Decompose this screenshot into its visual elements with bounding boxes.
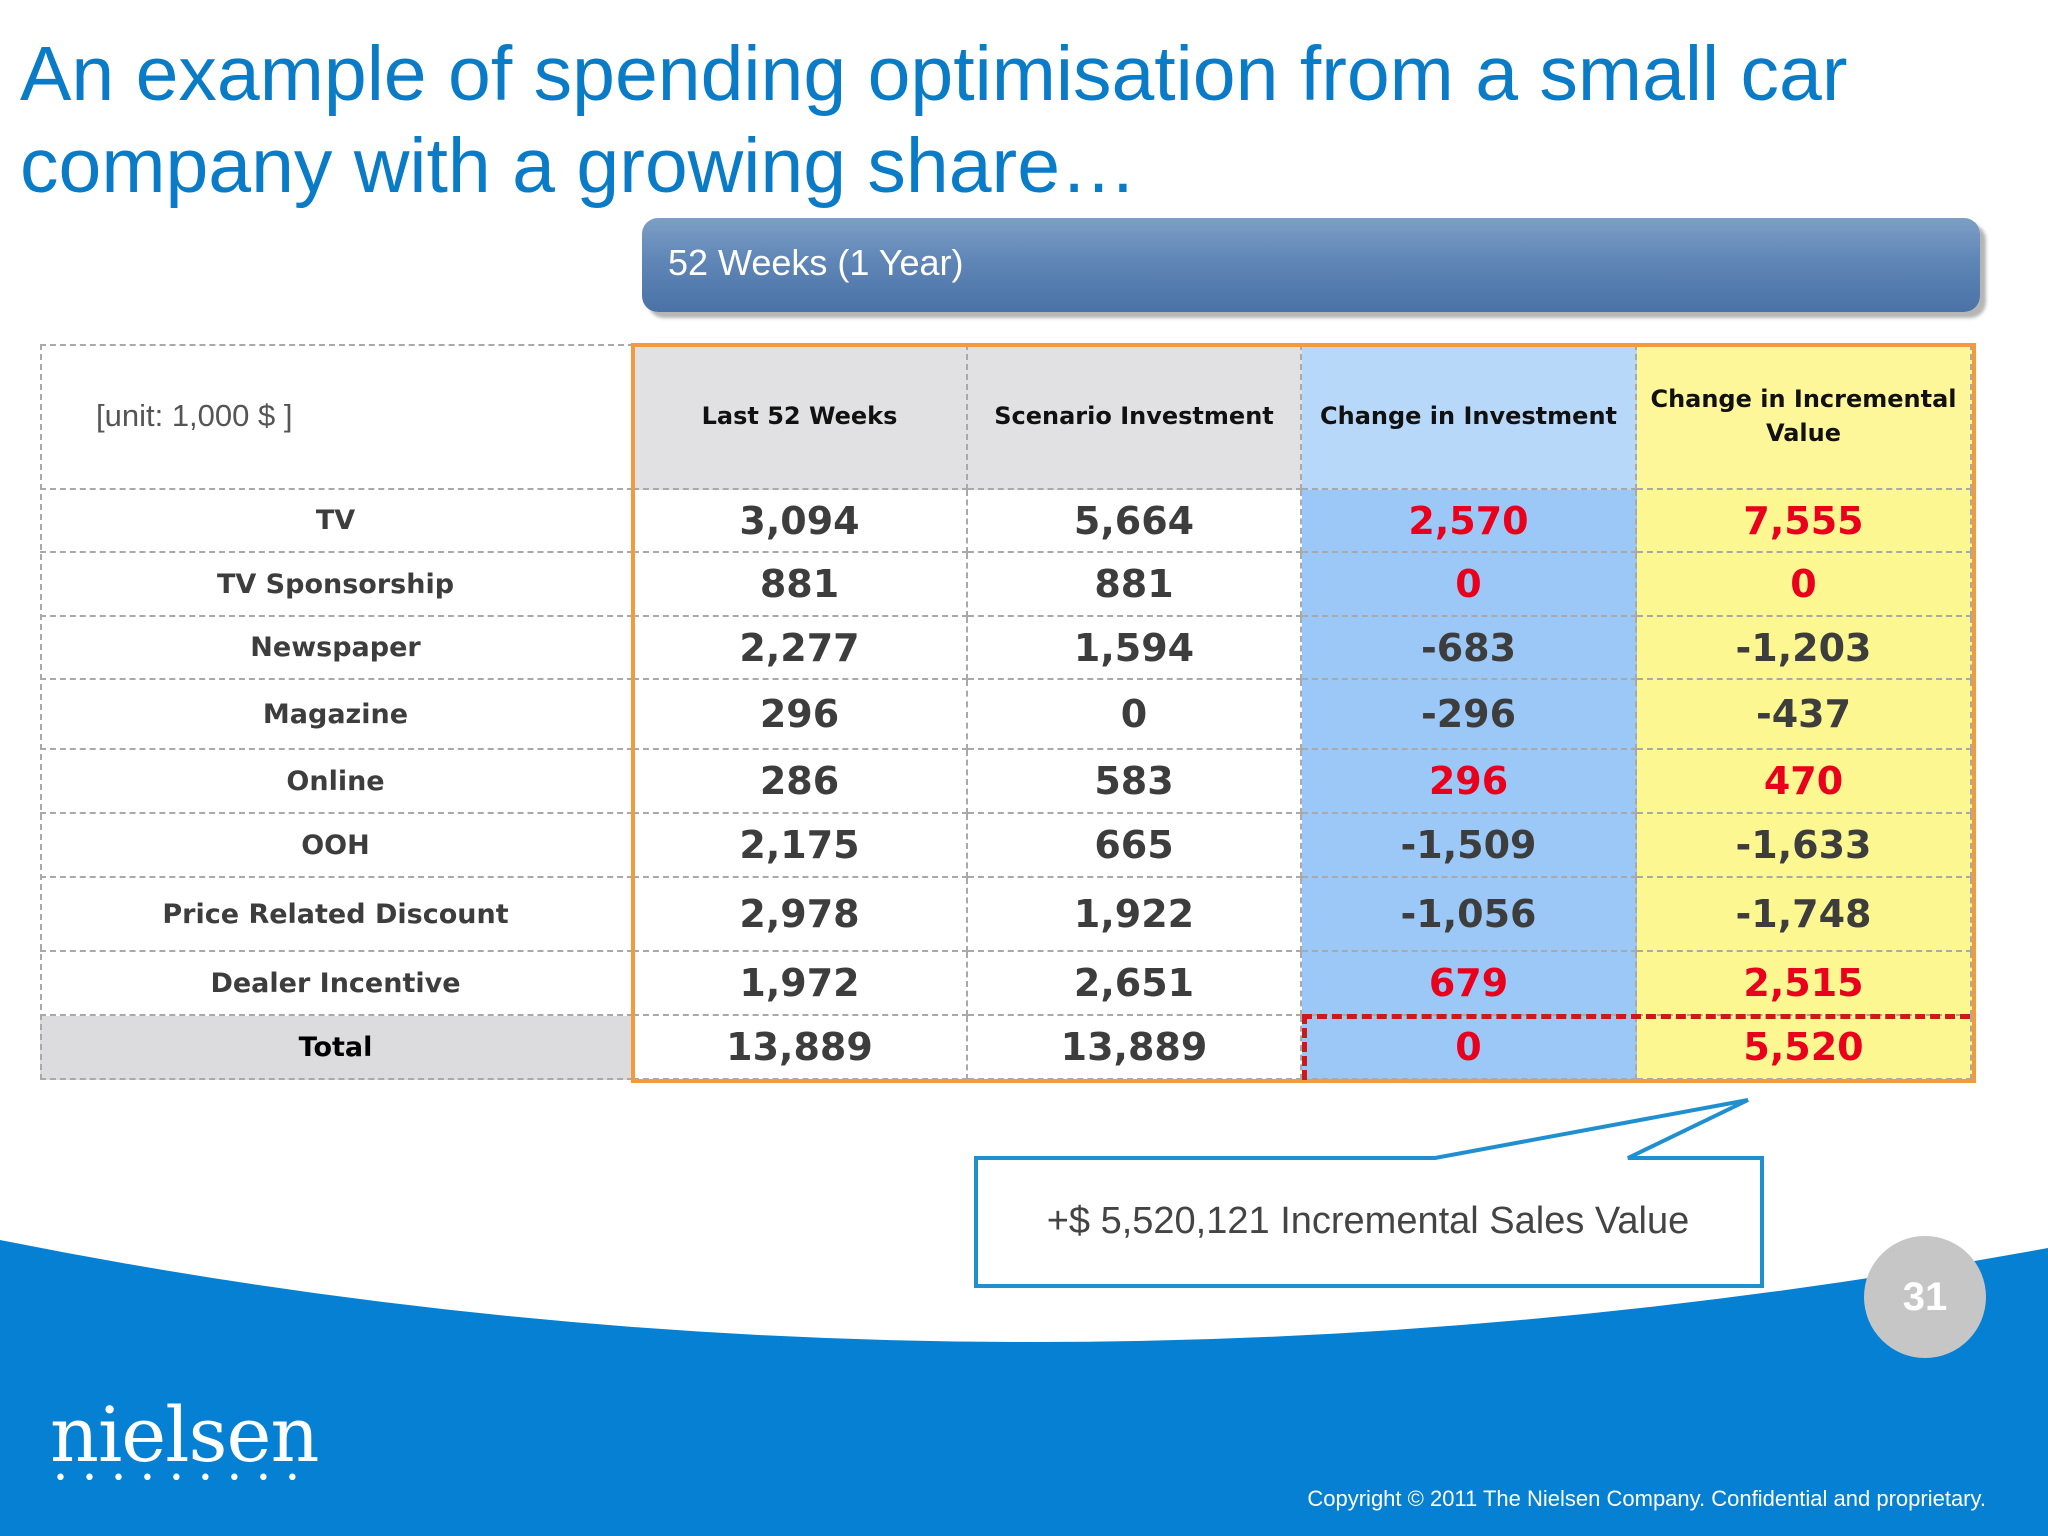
- table-cell: -1,748: [1637, 878, 1972, 952]
- column-header: Last 52 Weeks: [633, 344, 968, 490]
- column-header: Change in Investment: [1302, 344, 1637, 490]
- table-cell: 3,094: [633, 490, 968, 553]
- nielsen-logo: nielsen: [50, 1390, 319, 1479]
- table-cell: 2,570: [1302, 490, 1637, 553]
- table-cell: 296: [633, 680, 968, 750]
- table-cell: 2,515: [1637, 952, 1972, 1016]
- table-cell: -1,056: [1302, 878, 1637, 952]
- table-cell: 296: [1302, 750, 1637, 814]
- table-cell: 0: [1637, 553, 1972, 617]
- table-cell: -1,203: [1637, 617, 1972, 680]
- row-label: Newspaper: [40, 617, 633, 680]
- table-cell: 665: [968, 814, 1302, 878]
- total-value-cell: 5,520: [1637, 1016, 1972, 1080]
- table-cell: 1,972: [633, 952, 968, 1016]
- table-cell: -1,509: [1302, 814, 1637, 878]
- total-label: Total: [40, 1016, 633, 1080]
- unit-label: [unit: 1,000 $ ]: [96, 398, 293, 433]
- table-cell: -296: [1302, 680, 1637, 750]
- row-label: TV Sponsorship: [40, 553, 633, 617]
- footer-wave: [0, 1240, 2048, 1536]
- table-cell: 2,651: [968, 952, 1302, 1016]
- callout-bubble: [974, 1098, 1764, 1288]
- table-cell: 5,664: [968, 490, 1302, 553]
- table-cell: -437: [1637, 680, 1972, 750]
- table-cell: 679: [1302, 952, 1637, 1016]
- period-label: 52 Weeks (1 Year): [668, 242, 964, 283]
- slide-title: An example of spending optimisation from…: [20, 31, 1848, 209]
- column-header: Change in Incremental Value: [1637, 344, 1972, 490]
- total-value-cell: 0: [1302, 1016, 1637, 1080]
- table-cell: 286: [633, 750, 968, 814]
- copyright-text: Copyright © 2011 The Nielsen Company. Co…: [1307, 1486, 1986, 1511]
- table-cell: 2,978: [633, 878, 968, 952]
- incremental-sales-callout: +$ 5,520,121 Incremental Sales Value: [1046, 1200, 1690, 1242]
- table-cell: 1,922: [968, 878, 1302, 952]
- table-cell: 881: [968, 553, 1302, 617]
- table-cell: -683: [1302, 617, 1637, 680]
- table-cell: 470: [1637, 750, 1972, 814]
- period-banner: 52 Weeks (1 Year): [642, 218, 1980, 312]
- row-label: Dealer Incentive: [40, 952, 633, 1016]
- table-cell: 2,175: [633, 814, 968, 878]
- column-header: Scenario Investment: [968, 344, 1302, 490]
- table-cell: 881: [633, 553, 968, 617]
- table-cell: 0: [1302, 553, 1637, 617]
- logo-dots: •••••••••: [54, 1466, 315, 1491]
- table-cell: 0: [968, 680, 1302, 750]
- table-cell: -1,633: [1637, 814, 1972, 878]
- table-cell: 583: [968, 750, 1302, 814]
- table-cell: 7,555: [1637, 490, 1972, 553]
- table-cell: 2,277: [633, 617, 968, 680]
- page-number-badge: 31: [1864, 1236, 1986, 1358]
- row-label: Online: [40, 750, 633, 814]
- row-label: OOH: [40, 814, 633, 878]
- table-cell: 1,594: [968, 617, 1302, 680]
